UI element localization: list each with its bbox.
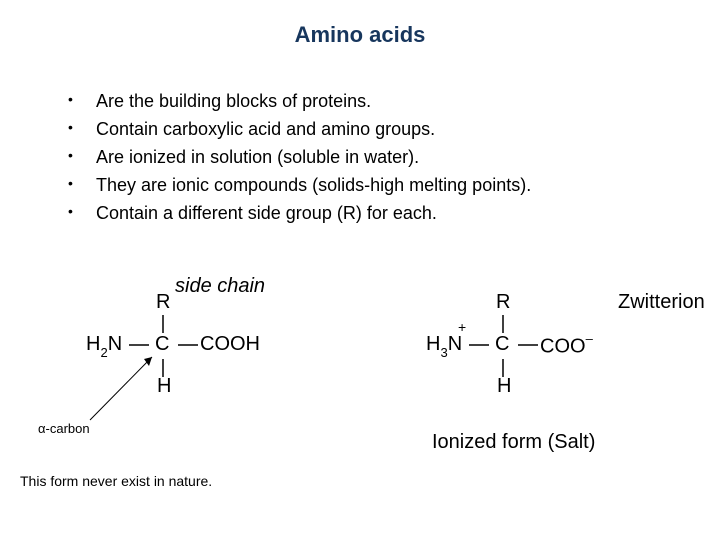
right-structure-bonds (360, 275, 720, 540)
ionized-form-label: Ionized form (Salt) (432, 431, 595, 454)
left-COOH: COOH (200, 333, 260, 356)
right-C: C (495, 333, 509, 356)
bullet-item: Contain a different side group (R) for e… (68, 200, 531, 227)
left-C: C (155, 333, 169, 356)
zwitterion-label: Zwitterion (618, 291, 705, 314)
diagram-area: side chain R H2N C COOH H α-carbon This … (0, 275, 720, 540)
bullet-item: Contain carboxylic acid and amino groups… (68, 116, 531, 143)
alpha-carbon-label: α-carbon (38, 421, 90, 436)
bullet-list: Are the building blocks of proteins. Con… (68, 88, 531, 228)
left-H: H (157, 375, 171, 398)
side-chain-label: side chain (175, 275, 265, 298)
left-footer: This form never exist in nature. (20, 473, 212, 489)
left-R: R (156, 291, 170, 314)
right-COO-minus: COO– (540, 333, 593, 359)
left-H2N: H2N (86, 333, 122, 358)
bullet-item: They are ionic compounds (solids-high me… (68, 172, 531, 199)
bullet-item: Are the building blocks of proteins. (68, 88, 531, 115)
left-structure-bonds (0, 275, 360, 540)
bullet-item: Are ionized in solution (soluble in wate… (68, 144, 531, 171)
right-H: H (497, 375, 511, 398)
right-H3N: H3N (426, 333, 462, 358)
page-title: Amino acids (0, 0, 720, 48)
right-R: R (496, 291, 510, 314)
